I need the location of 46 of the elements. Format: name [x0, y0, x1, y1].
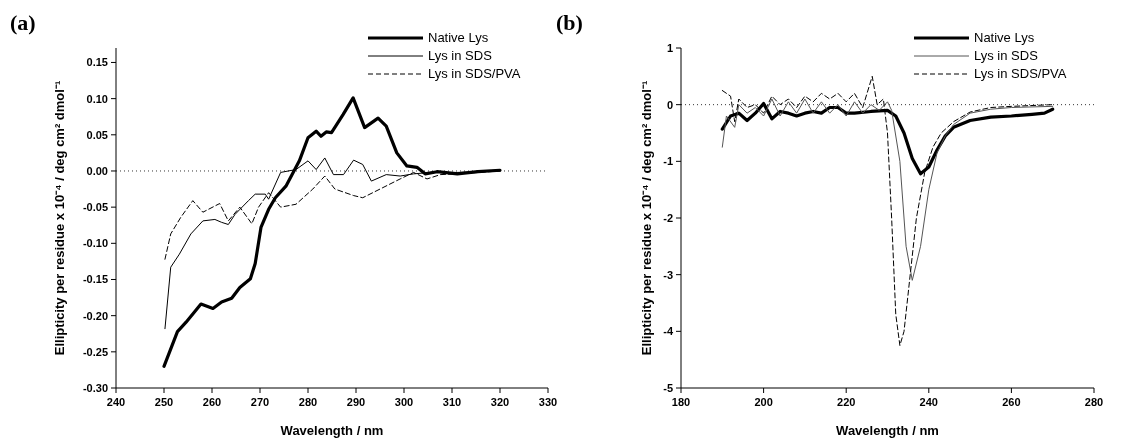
- y-tick-label: 0.10: [86, 92, 108, 105]
- y-tick-label: -5: [663, 382, 673, 394]
- y-tick-label: -0.10: [82, 237, 108, 250]
- legend-label: Native Lys: [974, 30, 1035, 45]
- legend-label: Lys in SDS/PVA: [974, 66, 1067, 81]
- x-tick-label: 240: [106, 396, 126, 408]
- legend-label: Lys in SDS: [974, 48, 1039, 63]
- y-tick-label: 1: [666, 42, 673, 54]
- y-tick-label: -0.15: [82, 273, 108, 286]
- x-tick-label: 240: [919, 396, 938, 408]
- y-tick-label: -3: [663, 268, 673, 281]
- y-tick-label: -4: [663, 325, 674, 338]
- x-tick-label: 310: [442, 396, 462, 408]
- line-series: [721, 98, 1054, 281]
- chart-title: (a): [10, 10, 36, 35]
- y-tick-label: 0.05: [86, 128, 108, 141]
- x-tick-label: 200: [754, 396, 773, 408]
- x-tick-label: 280: [298, 396, 318, 408]
- x-tick-label: 320: [490, 396, 510, 408]
- x-axis-title: Wavelength / nm: [280, 423, 384, 438]
- y-tick-label: 0.15: [86, 56, 108, 69]
- x-tick-label: 260: [1002, 396, 1021, 408]
- y-tick-label: -2: [663, 212, 673, 224]
- x-tick-label: 300: [394, 396, 414, 408]
- y-tick-label: -1: [663, 155, 673, 168]
- x-tick-label: 250: [154, 396, 174, 408]
- y-axis-title: Ellipticity per residue x 10⁻⁴ / deg cm² dmol⁻¹: [52, 80, 67, 356]
- y-tick-label: -0.30: [82, 382, 108, 394]
- y-tick-label: -0.05: [82, 201, 108, 214]
- x-tick-label: 270: [250, 396, 270, 408]
- legend-label: Lys in SDS/PVA: [428, 66, 521, 81]
- x-axis-title: Wavelength / nm: [836, 423, 939, 438]
- y-tick-label: 0.00: [86, 164, 108, 177]
- x-tick-label: 290: [346, 396, 366, 408]
- x-tick-label: 220: [837, 396, 856, 408]
- x-tick-label: 180: [671, 396, 691, 408]
- x-tick-label: 330: [538, 396, 558, 408]
- chart-title: (b): [556, 10, 583, 35]
- y-axis-title: Ellipticity per residue x 10⁻⁴ / deg cm² dmol⁻¹: [639, 80, 654, 356]
- legend-label: Native Lys: [428, 30, 489, 45]
- legend-label: Lys in SDS: [428, 48, 493, 63]
- y-tick-label: -0.25: [82, 345, 108, 358]
- y-tick-label: 0: [666, 98, 673, 111]
- x-tick-label: 280: [1084, 396, 1104, 408]
- x-tick-label: 260: [202, 396, 222, 408]
- y-tick-label: -0.20: [82, 309, 108, 322]
